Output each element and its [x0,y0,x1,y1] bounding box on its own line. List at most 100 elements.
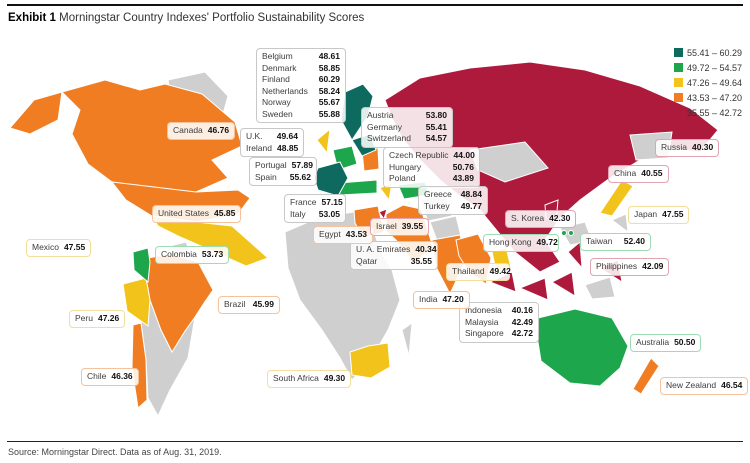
map-region-peru [122,277,151,327]
country-row-netherlands: Netherlands 58.24 [262,86,340,98]
country-label-japan: Japan 47.55 [628,206,690,224]
country-row-united-states: United States 45.85 [158,208,235,220]
country-name: Hong Kong [489,237,532,247]
country-score: 47.55 [63,242,86,252]
country-score: 42.09 [642,261,664,271]
country-score: 58.24 [318,85,340,96]
country-name: Sweden [262,108,293,119]
country-row-norway: Norway 55.67 [262,97,340,109]
country-score: 54.57 [425,133,447,143]
country-name: Singapore [465,328,504,338]
legend-swatch-3 [674,78,683,87]
page-title: Exhibit 1 Morningstar Country Indexes' P… [8,12,364,24]
country-name: Germany [367,121,402,132]
country-score: 46.36 [111,371,133,381]
country-name: South Africa [273,373,319,383]
country-name: Israel [376,221,397,231]
country-score: 49.64 [276,131,298,141]
country-label-indonesia-malaysia-singapore: Indonesia 40.16 Malaysia 42.49 Singapore 42.7… [459,302,539,343]
country-label-brazil: Brazil 45.99 [218,296,280,314]
country-score: 40.30 [691,142,714,152]
footer-rule [7,441,743,442]
country-score: 40.34 [415,244,437,254]
country-name: Belgium [262,51,293,61]
country-row-hong-kong: Hong Kong 49.72 [489,237,558,249]
country-score: 53.73 [201,249,224,259]
country-score: 42.30 [549,213,571,223]
country-name: Mexico [32,242,59,252]
legend-range-label: 49.72 – 54.57 [687,62,743,73]
country-row-south-africa: South Africa 49.30 [273,373,345,385]
exhibit-label: Exhibit 1 [8,12,56,24]
country-name: Brazil [224,299,246,309]
country-row-mexico: Mexico 47.55 [32,242,85,254]
map-region-colombia [132,247,151,284]
country-name: Japan [634,209,658,219]
legend-swatch-4 [674,93,683,102]
country-row-russia: Russia 40.30 [661,142,713,154]
country-label-russia: Russia 40.30 [655,139,720,157]
country-label-s-korea: S. Korea 42.30 [505,210,577,228]
country-label-egypt: Egypt 43.53 [313,226,374,244]
country-row-egypt: Egypt 43.53 [319,229,367,241]
map-region-alaska [9,91,63,135]
country-label-mexico: Mexico 47.55 [26,239,92,257]
country-name: France [290,197,317,207]
country-row-japan: Japan 47.55 [634,209,683,221]
country-name: Philippines [596,261,638,271]
country-name: Turkey [424,200,450,211]
country-score: 57.89 [291,160,313,170]
country-score: 39.55 [401,221,424,231]
legend: 55.41 – 60.29 49.72 – 54.57 47.26 – 49.64 4… [674,45,742,120]
country-score: 50.50 [674,337,696,347]
legend-range-label: 35.55 – 42.72 [687,107,743,118]
country-row-spain: Spain 55.62 [255,172,311,184]
country-name: Netherlands [262,85,308,96]
map-region-taiwan-dot [568,230,574,236]
country-name: Czech Republic [389,150,449,160]
country-name: Egypt [319,229,341,239]
country-score: 55.88 [318,108,340,119]
legend-swatch-1 [674,48,683,57]
country-name: China [614,168,637,178]
country-row-s-korea: S. Korea 42.30 [511,213,570,225]
map-region-south-africa [349,342,391,379]
legend-range-label: 55.41 – 60.29 [687,47,743,58]
country-row-czech-republic: Czech Republic 44.00 [389,150,475,162]
country-row-malaysia: Malaysia 42.49 [465,317,533,329]
country-name: Finland [262,74,290,84]
country-name: U. A. Emirates [356,244,411,254]
country-row-philippines: Philippines 42.09 [596,261,663,273]
country-score: 43.89 [452,173,474,183]
country-score: 49.42 [489,266,511,276]
country-name: Austria [367,110,394,120]
country-label-czech-republic-hungary-poland: Czech Republic 44.00 Hungary 50.76 Poland 43.… [383,147,480,188]
country-name: India [419,294,438,304]
country-score: 42.72 [511,328,533,338]
country-name: Chile [87,371,107,381]
country-score: 40.16 [511,305,533,315]
country-score: 47.26 [97,313,120,323]
country-name: Canada [173,125,203,135]
country-label-u-k-ireland: U.K. 49.64 Ireland 48.85 [240,128,304,157]
country-row-india: India 47.20 [419,294,464,306]
country-label-hong-kong: Hong Kong 49.72 [483,234,559,252]
country-row-qatar: Qatar 35.55 [356,256,432,268]
country-row-brazil: Brazil 45.99 [224,299,274,311]
title-text: Morningstar Country Indexes' Portfolio S… [55,12,365,24]
country-name: Indonesia [465,305,502,315]
country-label-chile: Chile 46.36 [81,368,139,386]
map-region-uk [316,127,331,155]
map-region-canada [61,79,243,193]
country-score: 46.54 [721,380,743,390]
map-region-philippines [567,240,583,270]
legend-item-5: 35.55 – 42.72 [674,105,742,120]
country-row-taiwan: Taiwan 52.40 [586,236,645,248]
country-label-portugal-spain: Portugal 57.89 Spain 55.62 [249,157,317,186]
country-row-new-zealand: New Zealand 46.54 [666,380,742,392]
country-score: 53.05 [318,208,340,219]
country-name: Australia [636,337,670,347]
country-row-israel: Israel 39.55 [376,221,423,233]
map-region-new-zealand [632,357,660,395]
